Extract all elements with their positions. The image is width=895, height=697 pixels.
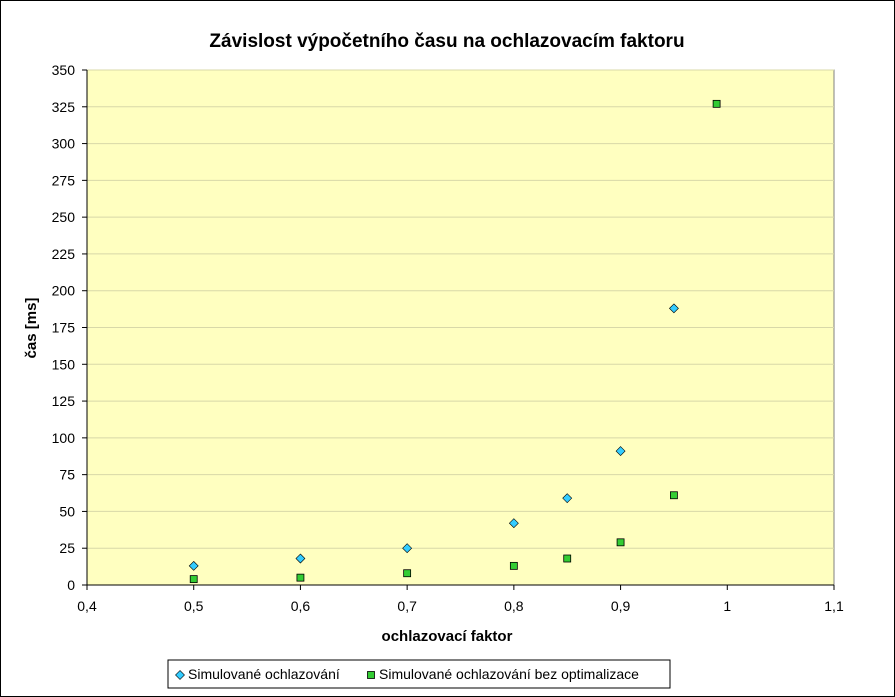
gridlines	[87, 69, 834, 549]
x-tick-label-0,7: 0,7	[397, 598, 417, 614]
legend-marker-square-icon	[367, 671, 375, 679]
y-tick-label-250: 250	[52, 209, 76, 225]
x-tick-label-0,9: 0,9	[611, 598, 631, 614]
x-axis-title: ochlazovací faktor	[382, 628, 513, 645]
legend-entry-bez-optimalizace: Simulované ochlazování bez optimalizace	[379, 666, 639, 682]
x-tick-label-0,5: 0,5	[184, 598, 204, 614]
point-series0-2	[402, 543, 413, 554]
point-series0-4	[562, 493, 573, 504]
y-tick-label-325: 325	[52, 99, 76, 115]
legend-entry-simulovane-ochlazovani: Simulované ochlazování	[188, 666, 340, 682]
point-series1-4	[563, 554, 572, 563]
y-tick-label-300: 300	[52, 136, 76, 152]
y-tick-label-150: 150	[52, 356, 76, 372]
y-axis-ticks: 0 25 50 75 100 125 150 175 200 225 250 275 300 325 350	[52, 62, 87, 593]
x-tick-label-1: 1	[723, 598, 731, 614]
point-series0-1	[295, 553, 306, 564]
y-tick-label-125: 125	[52, 393, 76, 409]
y-tick-label-25: 25	[59, 540, 75, 556]
point-series1-1	[296, 573, 305, 582]
legend-marker-diamond-icon	[175, 670, 185, 680]
point-series1-0	[189, 575, 198, 584]
y-tick-label-75: 75	[59, 467, 75, 483]
x-tick-label-1,1: 1,1	[824, 598, 844, 614]
x-axis-ticks: 0,4 0,5 0,6 0,7 0,8 0,9 1 1,1	[77, 585, 844, 614]
y-tick-label-200: 200	[52, 283, 76, 299]
y-tick-label-175: 175	[52, 320, 76, 336]
point-series1-5	[616, 538, 625, 547]
point-series0-0	[188, 560, 199, 571]
legend: Simulované ochlazování Simulované ochlaz…	[167, 659, 671, 689]
y-tick-label-275: 275	[52, 172, 76, 188]
legend-box	[167, 659, 671, 689]
x-tick-label-0,4: 0,4	[77, 598, 97, 614]
data-points	[188, 99, 721, 584]
x-tick-label-0,6: 0,6	[291, 598, 311, 614]
y-tick-label-100: 100	[52, 430, 76, 446]
y-tick-label-225: 225	[52, 246, 76, 262]
y-tick-label-50: 50	[59, 503, 75, 519]
x-tick-label-0,8: 0,8	[504, 598, 524, 614]
point-series1-2	[403, 569, 412, 578]
point-series1-3	[509, 561, 518, 570]
point-series1-7	[712, 99, 721, 108]
chart-title: Závislost výpočetního času na ochlazovac…	[209, 31, 684, 52]
point-series0-6	[669, 303, 679, 314]
point-series1-6	[670, 491, 678, 500]
y-axis-title: čas [ms]	[23, 298, 40, 359]
point-series0-5	[615, 446, 626, 457]
y-tick-label-350: 350	[52, 62, 76, 78]
y-tick-label-0: 0	[67, 577, 75, 593]
point-series0-3	[508, 518, 519, 529]
